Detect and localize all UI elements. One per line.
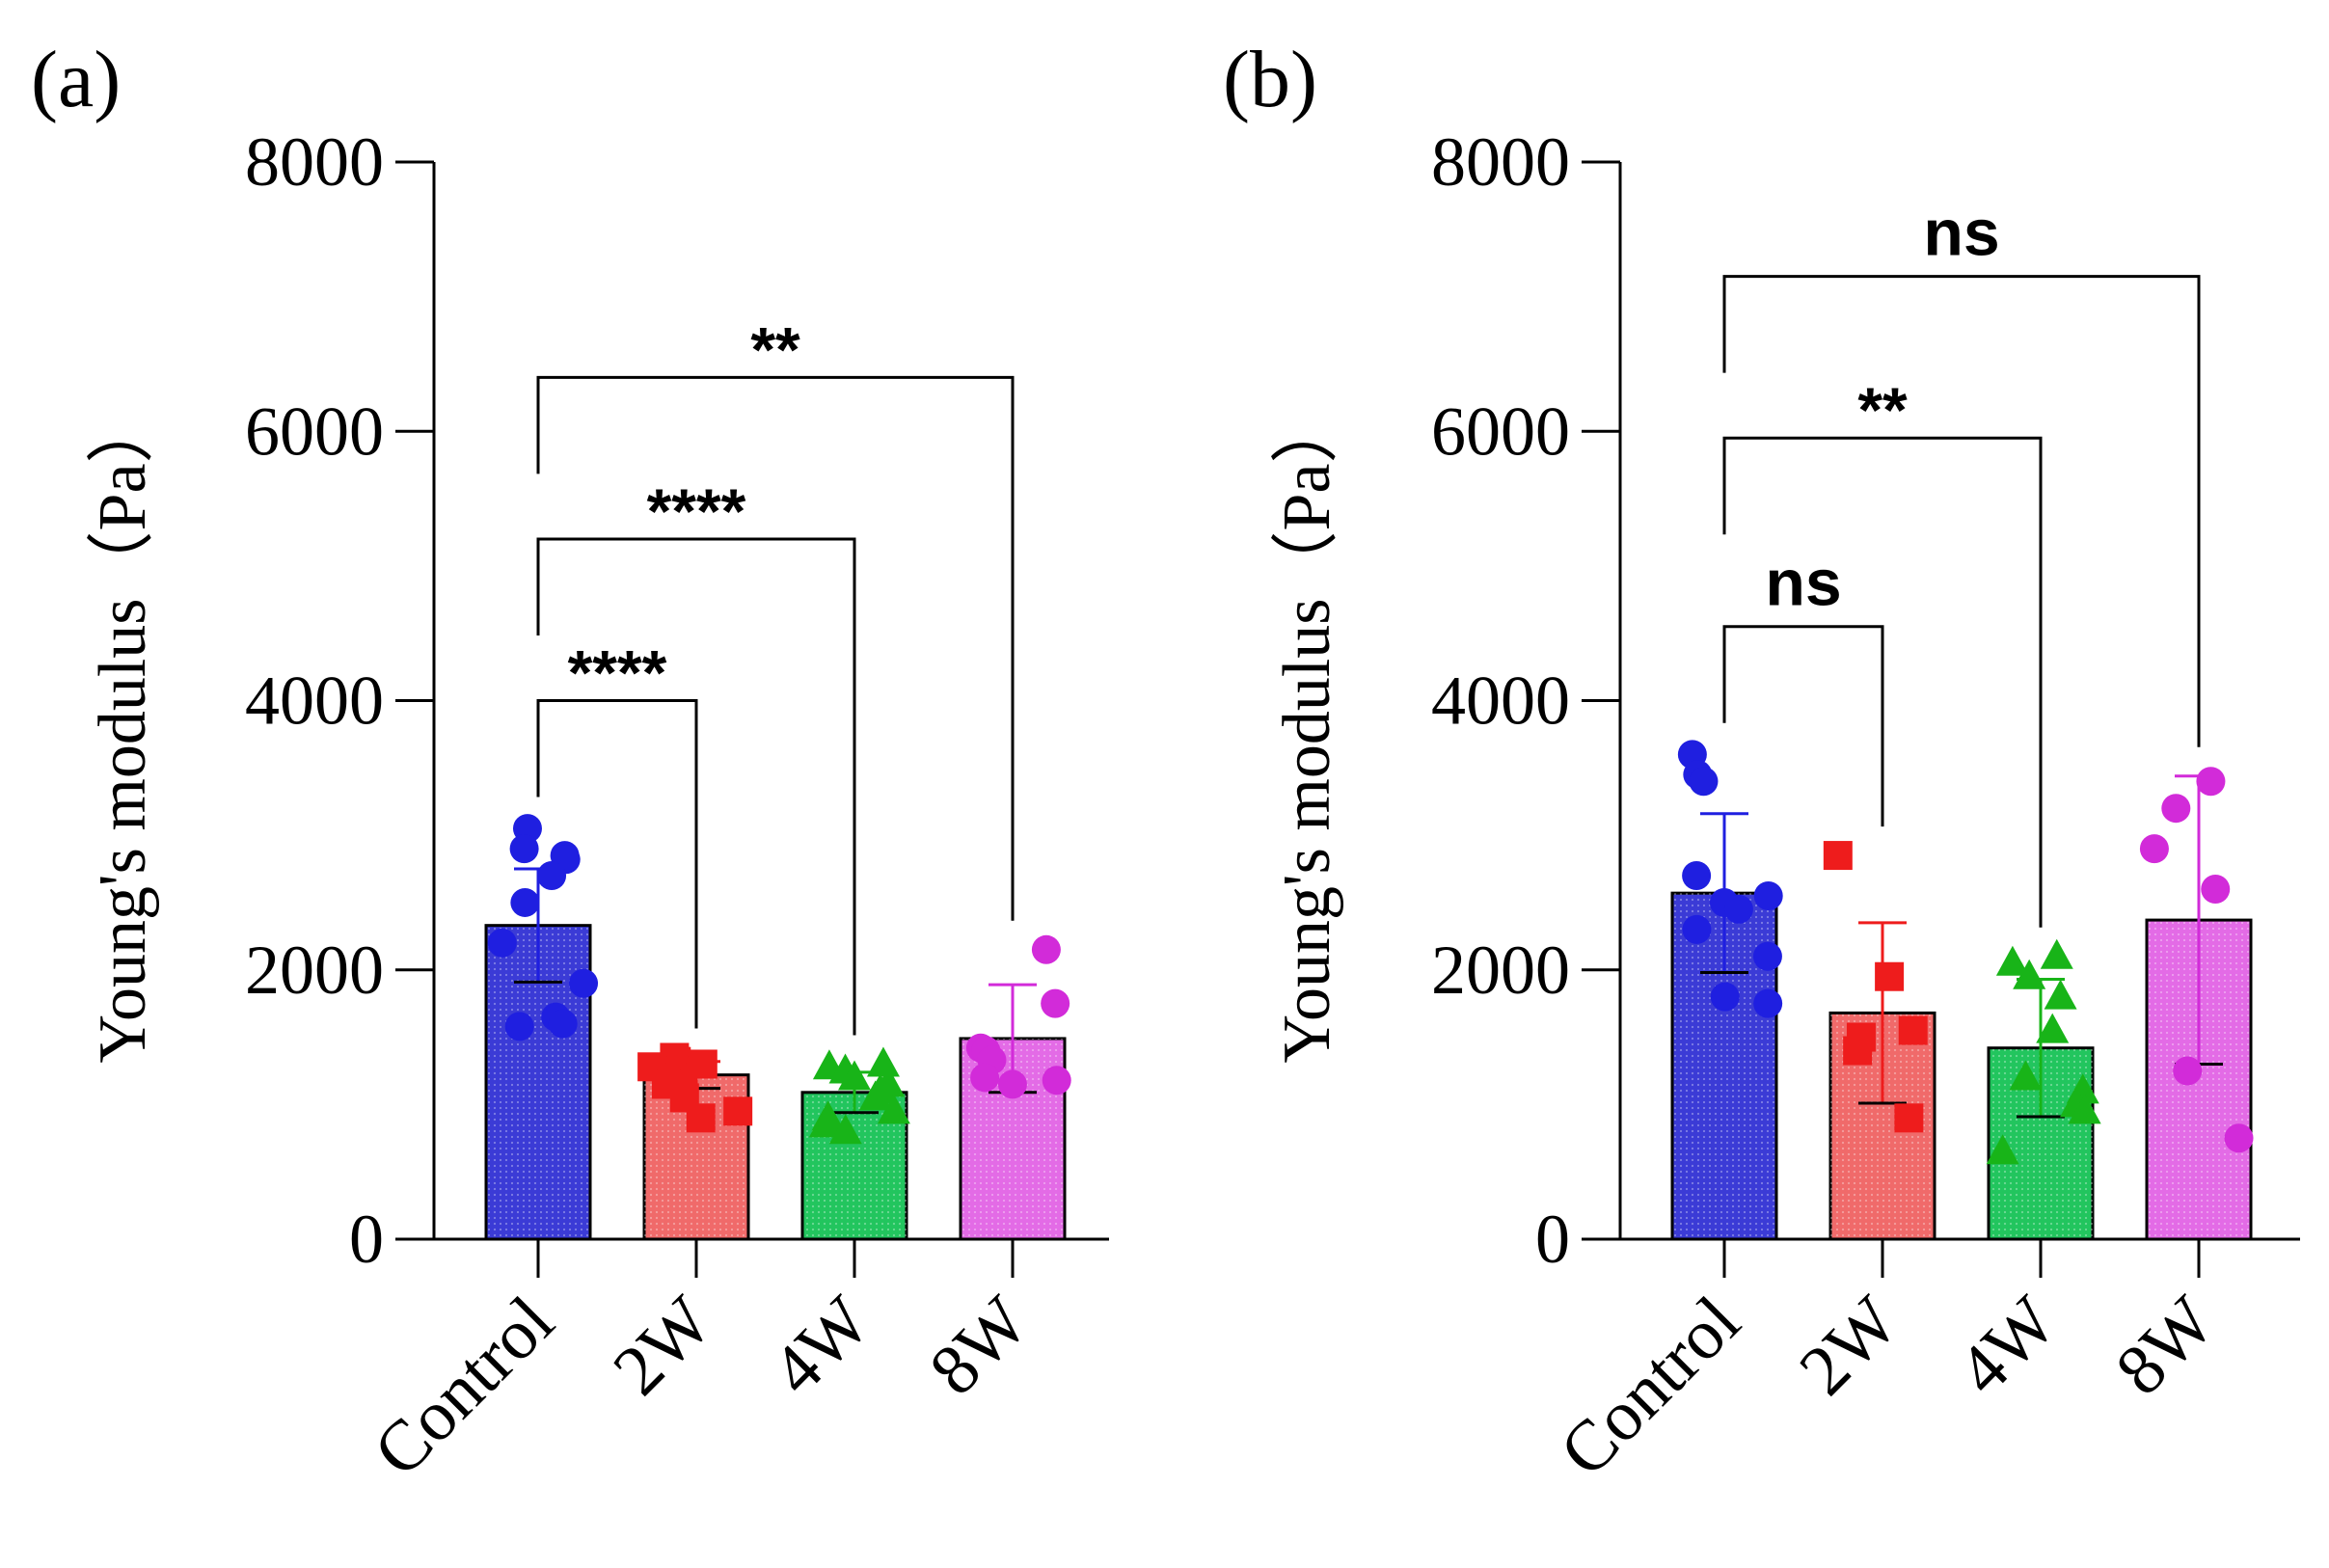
data-point (1752, 941, 1782, 971)
y-tick-label: 2000 (245, 932, 384, 1009)
x-tick-label-control: Control (359, 1282, 569, 1492)
y-axis-label: Young's modulus（Pa） (1270, 395, 1344, 1063)
significance-bracket (1722, 625, 1884, 827)
data-point (1689, 767, 1719, 797)
x-tick-label-2w: 2W (1784, 1282, 1913, 1411)
data-point (1823, 841, 1853, 871)
panel-a: (a) Young's modulus（Pa） 0 2000 4000 6000 8000 C… (31, 35, 1109, 1492)
data-point (504, 1012, 534, 1041)
significance-label: ** (750, 313, 800, 385)
x-tick-label-8w: 8W (2100, 1282, 2230, 1411)
significance-bracket (1722, 275, 2201, 747)
panel-b: (b) Young's modulus（Pa） 0 2000 4000 6000 8000 C… (1223, 35, 2300, 1492)
significance-label: ns (1923, 197, 1999, 270)
data-point (2068, 1094, 2101, 1124)
y-axis-label: Young's modulus（Pa） (86, 395, 160, 1063)
data-point (510, 887, 540, 917)
data-point (1682, 861, 1712, 891)
data-point (1042, 1066, 1071, 1095)
data-point (487, 928, 517, 958)
data-point (866, 1046, 900, 1077)
data-point (2173, 1056, 2203, 1086)
data-point (1875, 961, 1905, 991)
data-point (1710, 982, 1740, 1012)
significance-label: ns (1765, 547, 1841, 620)
data-point (2196, 767, 2226, 797)
significance-bracket (536, 699, 698, 1029)
data-point (2201, 874, 2231, 904)
data-point (1753, 988, 1783, 1018)
data-point (1995, 945, 2029, 976)
y-tick-label: 8000 (245, 123, 384, 201)
data-point (1986, 1134, 2019, 1165)
x-tick-label-2w: 2W (598, 1282, 727, 1411)
data-point (2161, 794, 2191, 824)
data-point (1041, 988, 1070, 1018)
x-tick-label-4w: 4W (756, 1282, 885, 1411)
y-tick-label: 0 (349, 1201, 384, 1278)
panel-label: (a) (31, 35, 121, 124)
significance-bracket (536, 375, 1015, 921)
significance-label: ** (1857, 374, 1908, 446)
data-point (1682, 914, 1712, 944)
data-point (877, 1094, 910, 1124)
significance-label: **** (647, 475, 746, 547)
data-point (1753, 880, 1783, 910)
data-point (1898, 1015, 1928, 1045)
data-point (997, 1069, 1027, 1099)
y-tick-label: 4000 (245, 662, 384, 740)
x-tick-label-8w: 8W (914, 1282, 1043, 1411)
data-point (838, 1060, 872, 1091)
data-point (2036, 1013, 2070, 1043)
data-point (970, 1063, 1000, 1093)
data-point (1723, 894, 1753, 924)
significance-label: **** (568, 637, 667, 709)
y-tick-label: 4000 (1431, 662, 1570, 740)
data-point (2009, 1060, 2043, 1091)
panel-label: (b) (1223, 35, 1317, 124)
data-point (828, 1114, 862, 1145)
y-tick-label: 6000 (1431, 392, 1570, 470)
x-tick-label-control: Control (1545, 1282, 1755, 1492)
x-tick-label-4w: 4W (1942, 1282, 2072, 1411)
data-point (509, 834, 539, 864)
data-point (569, 968, 599, 998)
significance-bracket (536, 537, 856, 1036)
data-point (2139, 834, 2169, 864)
y-tick-label: 0 (1535, 1201, 1570, 1278)
y-tick-label: 2000 (1431, 932, 1570, 1009)
data-point (2044, 979, 2077, 1010)
significance-bracket (1722, 436, 2043, 928)
y-tick-label: 8000 (1431, 123, 1570, 201)
data-point (1031, 934, 1061, 964)
data-point (723, 1096, 753, 1126)
data-point (2040, 938, 2073, 969)
data-point (1894, 1103, 1924, 1133)
data-point (858, 1080, 892, 1111)
data-point (2013, 959, 2046, 989)
data-point (548, 1009, 578, 1039)
data-point (537, 861, 567, 891)
data-point (808, 1107, 842, 1138)
data-point (2224, 1123, 2254, 1153)
data-point (1843, 1036, 1873, 1066)
y-tick-label: 6000 (245, 392, 384, 470)
data-point (686, 1103, 716, 1133)
